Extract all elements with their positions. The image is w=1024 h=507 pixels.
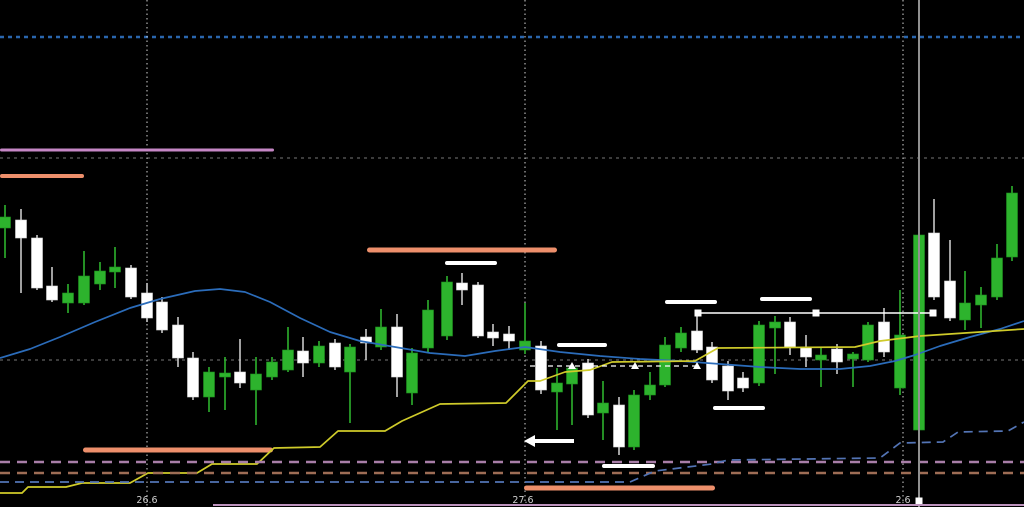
candle-body-bullish <box>203 371 215 398</box>
candle-body-bullish <box>628 394 640 448</box>
vertical-line-handle[interactable] <box>915 497 923 505</box>
candle-body-bearish <box>800 346 812 358</box>
candle-body-bearish <box>944 280 956 319</box>
left-arrow-bar[interactable] <box>533 439 574 443</box>
candle-body-bullish <box>422 309 434 349</box>
candle-body-bullish <box>62 292 74 304</box>
date-axis-label: 27.6 <box>512 495 533 506</box>
date-axis-label: 26.6 <box>136 495 157 506</box>
trendline-handle[interactable] <box>694 309 702 317</box>
candle-body-bullish <box>519 340 531 351</box>
candle-body-bullish <box>753 324 765 384</box>
candle-body-bearish <box>141 292 153 319</box>
candle-body-bullish <box>0 216 11 229</box>
salmon-zone-4 <box>524 485 715 491</box>
candle-body-bearish <box>391 326 403 378</box>
trendline-handle[interactable] <box>929 309 937 317</box>
candle-body-bearish <box>535 345 547 391</box>
candle-body-bullish <box>597 402 609 414</box>
candle-body-bullish <box>975 294 987 306</box>
date-axis-label: 2.6 <box>895 495 910 506</box>
candle-body-bullish <box>375 326 387 348</box>
candle-body-bearish <box>691 330 703 351</box>
candle-body-bullish <box>219 372 231 378</box>
candle-body-bearish <box>737 377 749 389</box>
candle-body-bearish <box>784 321 796 348</box>
fractal-level-bar <box>602 464 655 468</box>
candle-body-bullish <box>769 321 781 329</box>
candle-body-bearish <box>722 365 734 392</box>
salmon-zone-2 <box>367 247 557 253</box>
candle-body-bearish <box>329 342 341 368</box>
candle-body-bearish <box>297 350 309 364</box>
candle-body-bearish <box>582 362 594 416</box>
candle-body-bearish <box>360 336 372 344</box>
blue-ma <box>0 288 1024 370</box>
candle-body-bullish <box>94 270 106 285</box>
trendline-handle[interactable] <box>812 309 820 317</box>
candle-body-bearish <box>503 333 515 342</box>
candle-body-bearish <box>234 371 246 384</box>
annotation-arrow-icon <box>693 362 701 369</box>
candle-body-bearish <box>46 285 58 301</box>
fractal-level-bar <box>760 297 812 301</box>
fractal-level-bar <box>445 261 497 265</box>
candle-body-bullish <box>551 382 563 393</box>
candle-body-bullish <box>1006 192 1018 258</box>
candle-body-bullish <box>406 352 418 394</box>
violet-level <box>0 148 274 152</box>
candle-body-bearish <box>831 348 843 363</box>
candle-body-bearish <box>878 321 890 353</box>
candle-body-bearish <box>613 404 625 448</box>
candle-body-bearish <box>125 267 137 298</box>
candle-body-bearish <box>172 324 184 359</box>
candle-body-bullish <box>675 332 687 349</box>
fractal-level-bar <box>713 406 765 410</box>
candle-body-bullish <box>282 349 294 371</box>
candle-body-bullish <box>250 373 262 391</box>
candle-body-bullish <box>644 384 656 396</box>
blue-dashed-step-line <box>0 421 1024 483</box>
annotation-arrow-icon <box>631 362 639 369</box>
yellow-step-line <box>0 328 1024 494</box>
candle-body-bearish <box>15 219 27 239</box>
fractal-level-bar <box>557 343 607 347</box>
candle-body-bullish <box>959 302 971 321</box>
candle-body-bearish <box>928 232 940 298</box>
candle-body-bullish <box>441 281 453 337</box>
annotation-arrow-icon <box>568 362 576 369</box>
candle-body-bullish <box>991 257 1003 298</box>
candle-body-bearish <box>472 284 484 337</box>
candle-body-bearish <box>487 331 499 339</box>
candle-body-bullish <box>109 266 121 273</box>
candle-body-bearish <box>31 237 43 289</box>
candle-body-bullish <box>659 344 671 386</box>
candle-body-bullish <box>313 345 325 364</box>
fractal-level-bar <box>665 300 717 304</box>
candle-body-bullish <box>344 346 356 373</box>
candle-body-bullish <box>78 275 90 304</box>
left-arrow-head-icon <box>524 435 535 447</box>
candle-body-bearish <box>156 301 168 331</box>
salmon-zone-1 <box>0 174 84 178</box>
candle-body-bullish <box>266 361 278 378</box>
candle-body-bearish <box>187 357 199 398</box>
candle-body-bearish <box>456 282 468 291</box>
salmon-zone-3 <box>83 447 273 453</box>
candle-body-bullish <box>847 353 859 360</box>
candle-body-bullish <box>815 354 827 361</box>
